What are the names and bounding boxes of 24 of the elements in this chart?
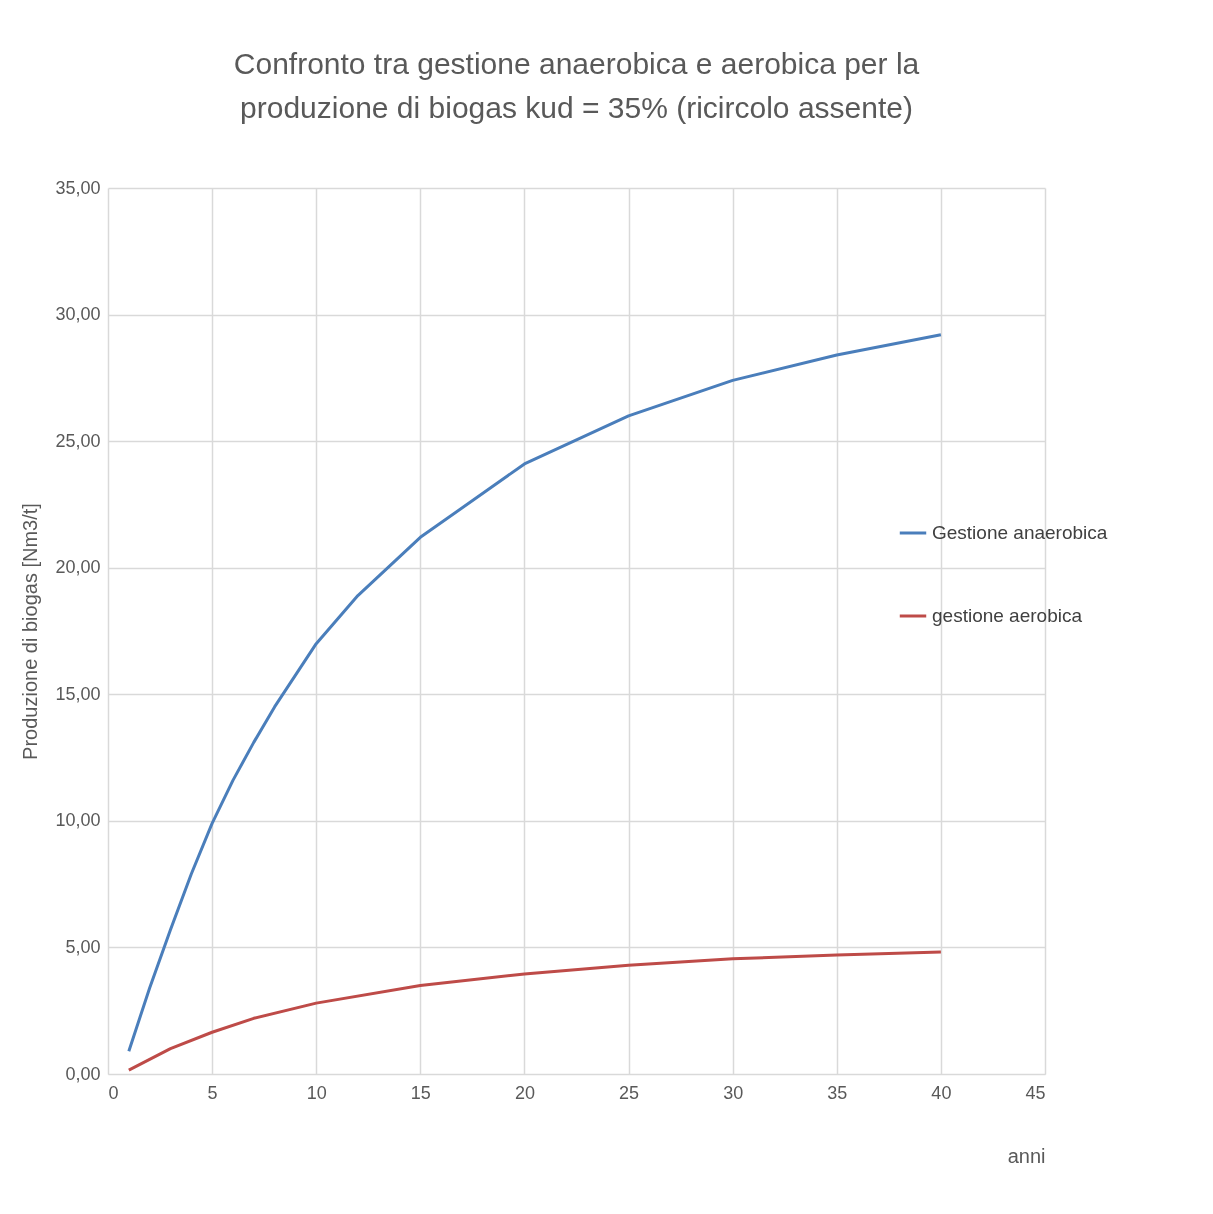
y-tick-label: 0,00	[65, 1063, 101, 1084]
x-tick-label: 35	[827, 1082, 848, 1103]
x-tick-label: 0	[108, 1082, 119, 1103]
y-axis-title: Produzione di biogas [Nm3/t]	[19, 503, 42, 760]
y-tick-label: 10,00	[55, 810, 101, 831]
line-series	[127, 950, 943, 1072]
legend-label: Gestione anaerobica	[932, 522, 1108, 543]
y-tick-label: 35,00	[55, 177, 101, 198]
x-tick-label: 25	[619, 1082, 640, 1103]
y-tick-label: 5,00	[65, 936, 101, 957]
x-tick-label: 30	[723, 1082, 744, 1103]
legend-label: gestione aerobica	[932, 605, 1083, 626]
x-tick-label: 45	[1025, 1082, 1046, 1103]
y-tick-label: 15,00	[55, 683, 101, 704]
x-tick-label: 10	[306, 1082, 327, 1103]
x-tick-label: 20	[514, 1082, 535, 1103]
x-tick-label: 15	[410, 1082, 431, 1103]
x-axis-title: anni	[1007, 1144, 1046, 1167]
y-tick-label: 25,00	[55, 430, 101, 451]
y-tick-label: 20,00	[55, 557, 101, 578]
x-tick-label: 5	[207, 1082, 218, 1103]
chart-title: Confronto tra gestione anaerobica e aerobica per la produzione di biogas kud = 35% (ricircolo assente)	[233, 47, 920, 124]
x-tick-label: 40	[931, 1082, 952, 1103]
y-tick-label: 30,00	[55, 304, 101, 325]
